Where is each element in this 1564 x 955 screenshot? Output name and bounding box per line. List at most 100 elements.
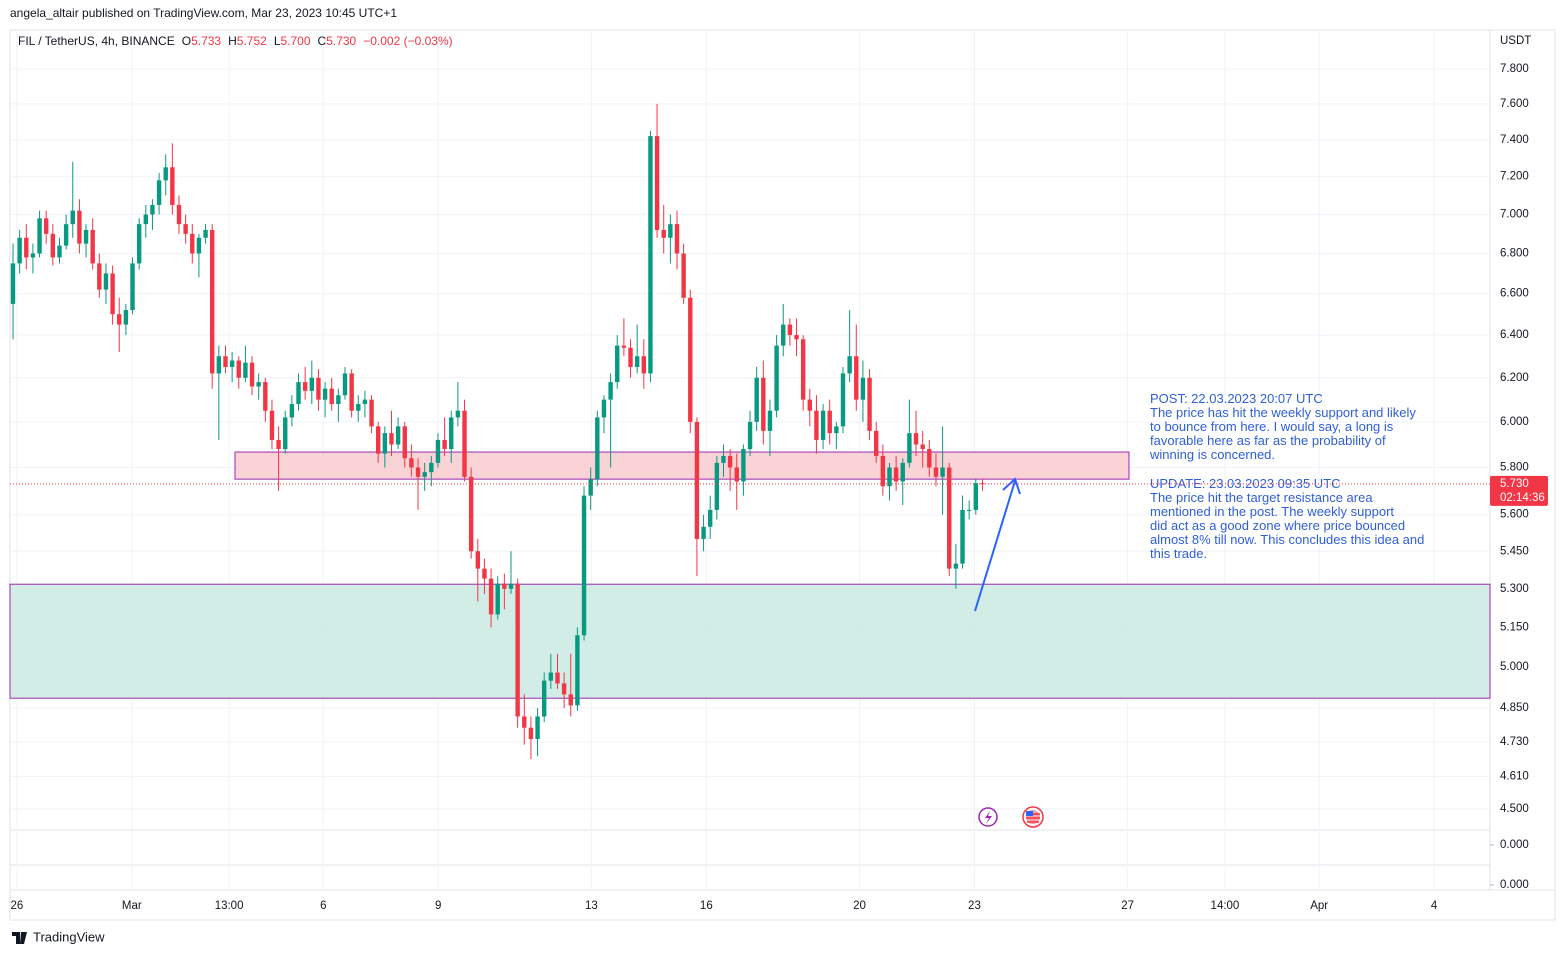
x-tick-label: Mar bbox=[122, 900, 142, 912]
candle-body bbox=[163, 167, 168, 181]
candle-body bbox=[741, 449, 746, 482]
header-part: C bbox=[318, 34, 327, 48]
axes: 7.800 7.600 7.400 7.200 7.000 6.800 6.600 6.400… bbox=[10, 63, 1528, 912]
x-tick-label: 23 bbox=[968, 900, 981, 912]
candle-body bbox=[30, 253, 36, 258]
header-part: FIL / TetherUS, 4h, BINANCE bbox=[18, 34, 175, 48]
candle-body bbox=[449, 417, 454, 450]
candle-body bbox=[800, 339, 806, 400]
annotation-line: mentioned in the post. The weekly suppor… bbox=[1150, 504, 1394, 519]
candle-body bbox=[668, 224, 673, 238]
candle-body bbox=[183, 224, 188, 234]
candle-body bbox=[37, 218, 42, 254]
candle-body bbox=[781, 324, 786, 346]
candle-body bbox=[176, 204, 182, 225]
candle-body bbox=[727, 455, 733, 468]
candle-body bbox=[97, 263, 102, 290]
candle-body bbox=[117, 314, 122, 325]
candle-body bbox=[701, 526, 706, 539]
candle-body bbox=[847, 356, 852, 374]
y-tick-label: 7.800 bbox=[1500, 63, 1529, 75]
symbol-header: FIL / TetherUS, 4h, BINANCE O5.733 H5.752 L… bbox=[18, 34, 453, 48]
candle-body bbox=[409, 458, 414, 468]
annotation-line: did act as a good zone where price bounc… bbox=[1150, 518, 1405, 533]
candle-body bbox=[269, 410, 275, 440]
candle-body bbox=[77, 210, 82, 244]
candle-body bbox=[648, 136, 653, 374]
candle-body bbox=[674, 224, 680, 254]
brand: TradingView bbox=[33, 929, 105, 944]
candle-body bbox=[296, 382, 301, 405]
candle-body bbox=[329, 388, 334, 405]
candle-body bbox=[920, 444, 925, 450]
candle-body bbox=[860, 377, 866, 400]
x-tick-label: 26 bbox=[10, 900, 23, 912]
candle-body bbox=[263, 382, 268, 411]
x-tick-label: 6 bbox=[320, 900, 326, 912]
candle-body bbox=[210, 229, 215, 374]
candle-body bbox=[608, 382, 613, 400]
candle-body bbox=[575, 635, 580, 706]
candle-body bbox=[807, 399, 812, 411]
arrow bbox=[974, 480, 1016, 612]
candle-body bbox=[508, 583, 514, 589]
y-tick-label: 5.800 bbox=[1500, 462, 1529, 474]
candle-body bbox=[50, 233, 56, 258]
currency: USDT bbox=[1500, 35, 1531, 47]
last-price-label: 5.730 bbox=[1500, 478, 1529, 490]
annotation-line: POST: 22.03.2023 20:07 UTC bbox=[1150, 391, 1323, 406]
x-tick-label: 14:00 bbox=[1211, 900, 1240, 912]
candle-body bbox=[376, 426, 381, 454]
annotation-line: to bounce from here. I would say, a long… bbox=[1150, 419, 1394, 434]
candle-body bbox=[708, 509, 713, 527]
candle-body bbox=[342, 373, 348, 396]
y-tick-label: 5.600 bbox=[1500, 509, 1529, 521]
candle-body bbox=[136, 224, 142, 264]
y-tick-label: 5.450 bbox=[1500, 545, 1529, 557]
candle-body bbox=[641, 356, 646, 374]
header-part: O bbox=[182, 34, 191, 48]
y-tick-label: 4.730 bbox=[1500, 736, 1529, 748]
candle-body bbox=[628, 347, 633, 367]
candle-body bbox=[933, 467, 939, 477]
candle-body bbox=[661, 229, 666, 238]
candle-body bbox=[814, 410, 819, 440]
candle-body bbox=[236, 360, 241, 378]
candle-body bbox=[581, 495, 587, 636]
candle-body bbox=[774, 345, 779, 411]
x-tick-label: 9 bbox=[435, 900, 441, 912]
candle-body bbox=[488, 578, 494, 615]
candle-body bbox=[907, 433, 912, 463]
candle-body bbox=[24, 237, 29, 258]
candle-body bbox=[243, 362, 248, 378]
candle-body bbox=[289, 404, 295, 418]
candle-body bbox=[170, 167, 175, 205]
candle-body bbox=[402, 426, 407, 459]
zone bbox=[234, 451, 1130, 480]
candle-body bbox=[621, 345, 627, 348]
candle-body bbox=[336, 395, 341, 405]
candle-body bbox=[429, 462, 434, 473]
candle-body bbox=[913, 433, 919, 445]
candle-body bbox=[528, 727, 534, 740]
lower-pane-tick-label: 0.000 bbox=[1500, 879, 1529, 891]
candle-body bbox=[966, 509, 972, 511]
candle-body bbox=[754, 377, 759, 422]
flag-canton bbox=[1026, 811, 1033, 816]
y-tick-label: 5.150 bbox=[1500, 621, 1529, 633]
candle-body bbox=[495, 583, 500, 615]
countdown: 02:14:36 bbox=[1500, 492, 1545, 504]
publisher: angela_altair published on TradingView.c… bbox=[10, 6, 397, 20]
candle-body bbox=[196, 237, 202, 254]
x-tick-label: 13:00 bbox=[215, 900, 244, 912]
candle-body bbox=[462, 410, 467, 477]
candle-body bbox=[482, 568, 487, 579]
candle-body bbox=[694, 421, 700, 539]
candle-body bbox=[867, 377, 872, 431]
frame bbox=[9, 29, 1556, 921]
candle-body bbox=[535, 716, 540, 740]
candle-body bbox=[721, 455, 726, 463]
candle-body bbox=[302, 382, 308, 391]
candle-body bbox=[103, 273, 109, 290]
candle-body bbox=[927, 449, 932, 468]
